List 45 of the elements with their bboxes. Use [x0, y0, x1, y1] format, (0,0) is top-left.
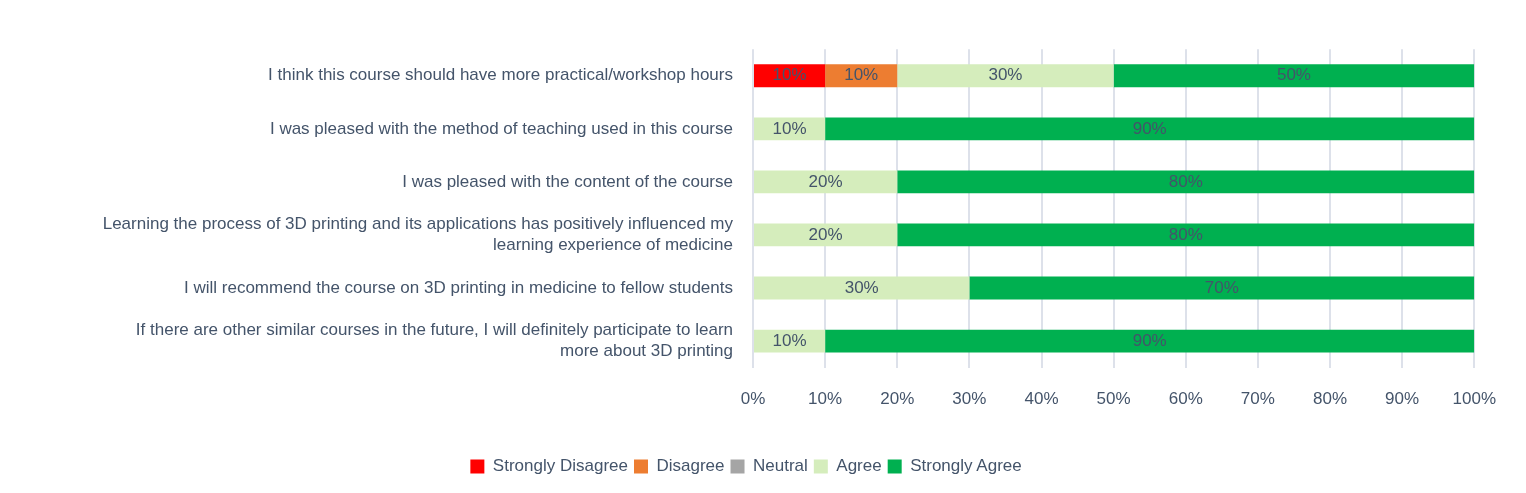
- bar: [897, 223, 1475, 247]
- y-tick-label: I was pleased with the content of the course: [402, 171, 733, 191]
- x-tick-label: 60%: [1168, 389, 1203, 409]
- x-tick-label: 100%: [1452, 389, 1496, 409]
- legend-label: Strongly Disagree: [492, 456, 628, 476]
- data-label: 10%: [772, 118, 807, 138]
- x-tick-label: 40%: [1024, 389, 1059, 409]
- legend-label: Disagree: [656, 456, 725, 476]
- y-tick-label: I was pleased with the method of teaching used in this course: [269, 118, 733, 138]
- y-tick-label: If there are other similar courses in the future, I will definitely participate to learn more about 3D printing: [135, 320, 733, 361]
- data-label: 30%: [988, 65, 1023, 85]
- bar: [825, 117, 1475, 141]
- x-tick-label: 10%: [808, 389, 843, 409]
- x-tick-label: 0%: [740, 389, 766, 409]
- bar: [825, 329, 1475, 353]
- bar: [969, 276, 1475, 300]
- legend-label: Agree: [836, 456, 882, 476]
- data-label: 80%: [1168, 224, 1203, 244]
- bar: [1113, 64, 1475, 88]
- y-tick-label: Learning the process of 3D printing and its applications has positively influenced my learning experience of medicine: [102, 214, 734, 255]
- x-tick-label: 30%: [952, 389, 987, 409]
- data-label: 10%: [772, 65, 807, 85]
- data-label: 10%: [772, 330, 807, 350]
- data-label: 70%: [1204, 277, 1239, 297]
- data-label: 90%: [1132, 118, 1167, 138]
- data-label: 50%: [1276, 65, 1311, 85]
- x-tick-label: 70%: [1240, 389, 1275, 409]
- x-tick-label: 20%: [880, 389, 915, 409]
- data-label: 20%: [808, 224, 843, 244]
- data-label: 80%: [1168, 171, 1203, 191]
- legend-label: Strongly Agree: [910, 456, 1022, 476]
- x-tick-label: 90%: [1385, 389, 1420, 409]
- data-label: 90%: [1132, 330, 1167, 350]
- legend-label: Neutral: [753, 456, 808, 476]
- data-label: 20%: [808, 171, 843, 191]
- x-tick-label: 50%: [1096, 389, 1131, 409]
- y-tick-label: I think this course should have more practical/workshop hours: [268, 65, 733, 85]
- bar: [754, 170, 898, 194]
- data-label: 10%: [844, 65, 879, 85]
- bar: [897, 64, 1114, 88]
- bar: [897, 170, 1475, 194]
- data-label: 30%: [844, 277, 879, 297]
- y-tick-label: I will recommend the course on 3D printing in medicine to fellow students: [184, 277, 733, 297]
- x-tick-label: 80%: [1312, 389, 1348, 409]
- bar: [754, 276, 970, 300]
